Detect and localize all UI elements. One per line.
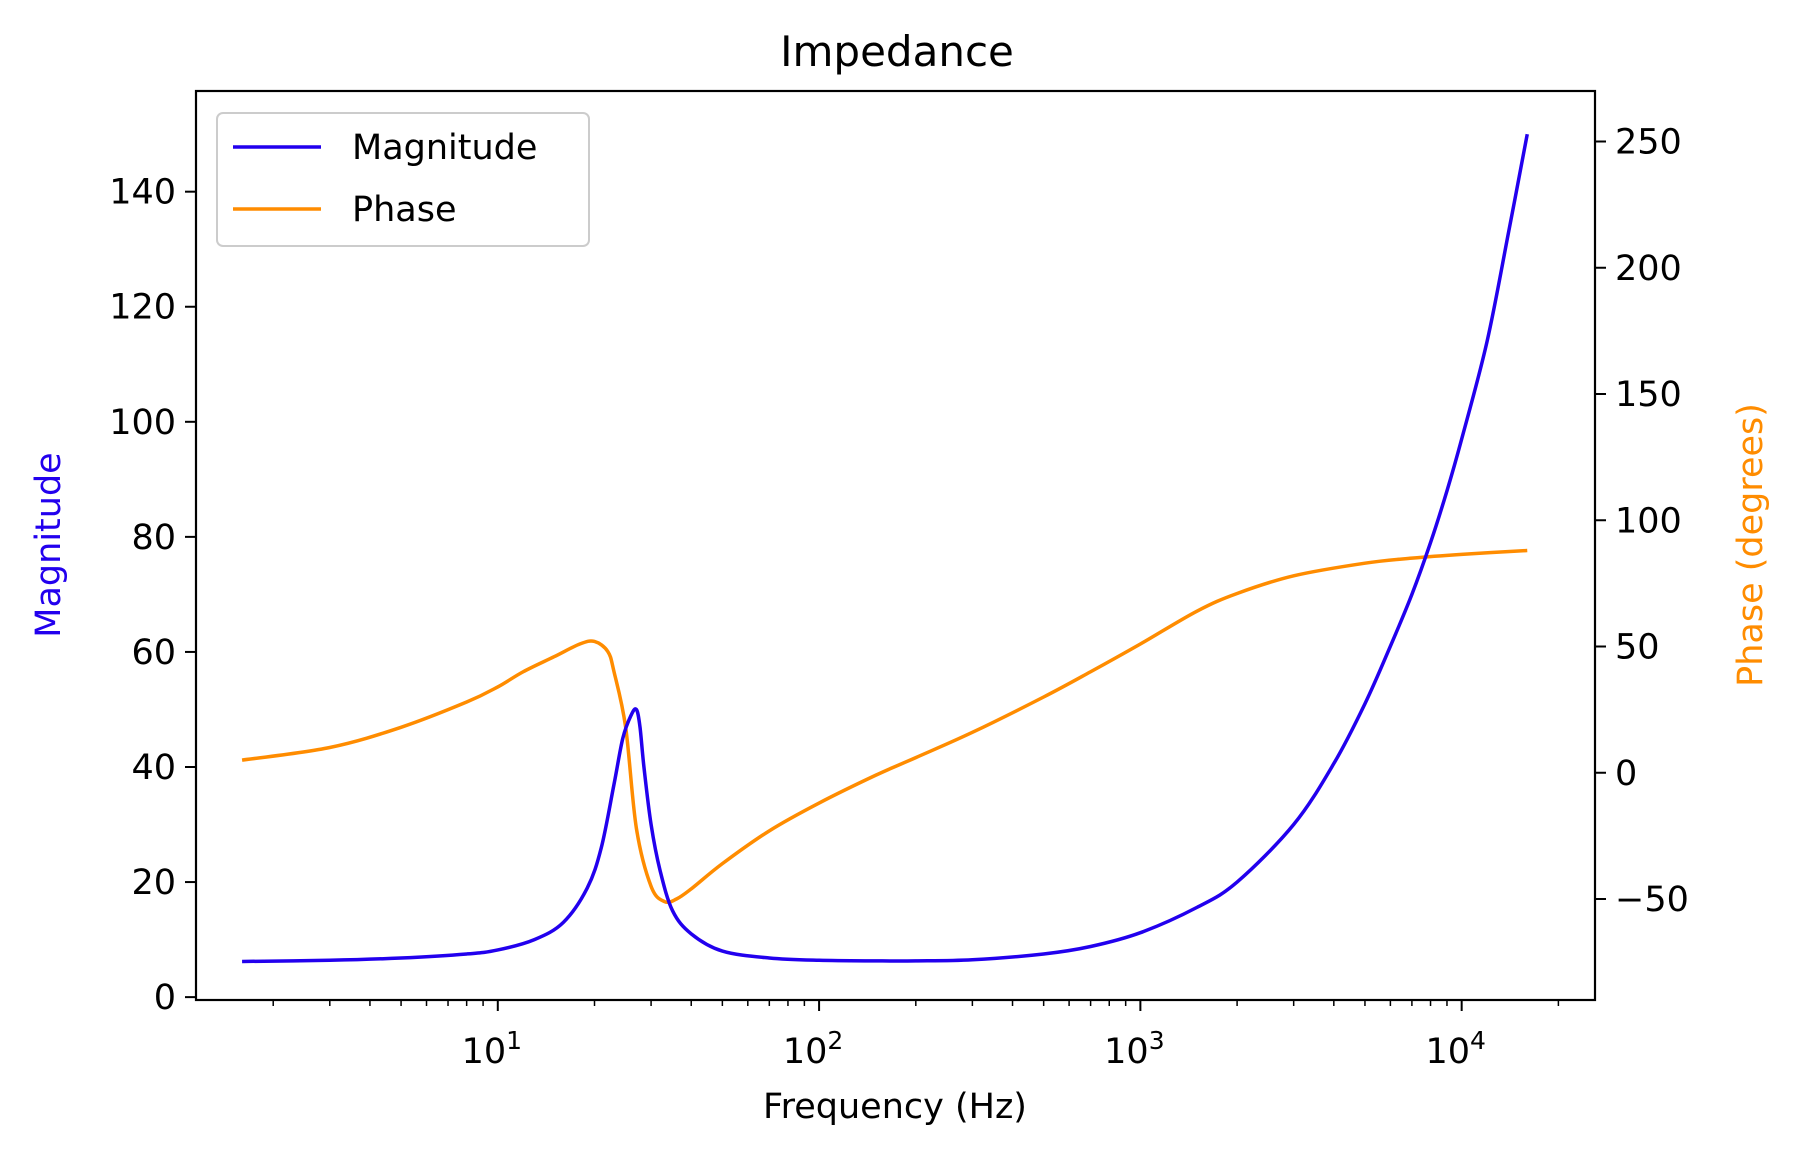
x-axis: 101 102 103 104: [272, 1000, 1560, 1072]
y-right-tick-label: 150: [1615, 375, 1682, 415]
y-left-tick-label: 20: [131, 863, 176, 903]
left-y-axis: 0 20 40 60 80 100 120 140: [109, 173, 196, 1018]
series-line-magnitude: [242, 133, 1529, 964]
x-axis-title: Frequency (Hz): [763, 1087, 1027, 1127]
right-y-axis: −50 0 50 100 150 200 250: [1595, 123, 1689, 920]
y-left-tick-label: 120: [109, 288, 176, 328]
x-tick-label: 102: [783, 1026, 843, 1072]
y-left-tick-label: 80: [131, 518, 176, 558]
x-tick-label: 103: [1104, 1026, 1164, 1072]
series-lines: [241, 133, 1529, 964]
y-left-tick-label: 60: [131, 633, 176, 673]
plot-frame: [194, 89, 1597, 1002]
y-right-tick-label: −50: [1615, 880, 1689, 920]
y-right-tick-label: 250: [1615, 123, 1682, 163]
y-right-tick-label: 50: [1615, 628, 1660, 668]
y-right-tick-label: 200: [1615, 249, 1682, 289]
series-line-phase: [241, 548, 1528, 905]
y-left-tick-label: 100: [109, 403, 176, 443]
x-tick-label: 101: [462, 1026, 522, 1072]
y-right-tick-label: 100: [1615, 501, 1682, 541]
y-left-tick-label: 0: [154, 978, 176, 1018]
legend: Magnitude Phase: [216, 112, 590, 247]
y-left-tick-label: 40: [131, 748, 176, 788]
right-y-axis-title: Phase (degrees): [1731, 403, 1771, 687]
x-tick-label: 104: [1425, 1026, 1485, 1072]
legend-label-phase: Phase: [352, 190, 457, 230]
legend-label-magnitude: Magnitude: [352, 128, 537, 168]
y-left-tick-label: 140: [109, 173, 176, 213]
left-y-axis-title: Magnitude: [29, 452, 69, 637]
chart-title: Impedance: [780, 27, 1014, 76]
y-right-tick-label: 0: [1615, 754, 1637, 794]
